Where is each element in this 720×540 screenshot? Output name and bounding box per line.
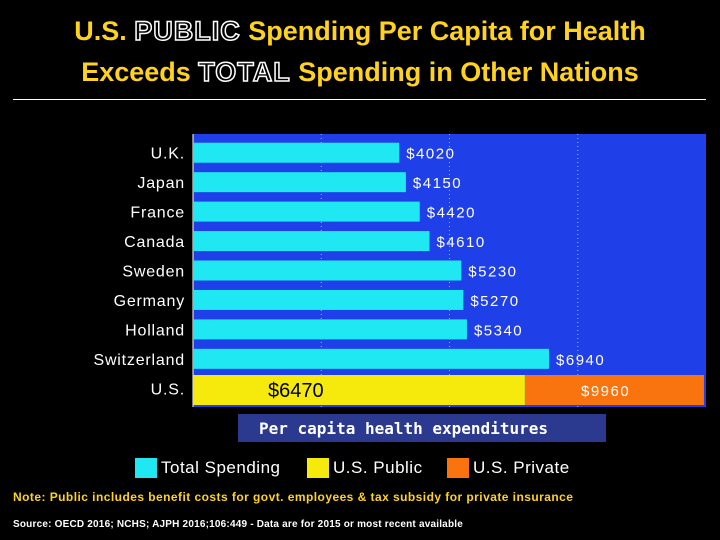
data-label-total-canada: $4610	[436, 234, 485, 251]
bar-public-u-s	[193, 375, 525, 405]
legend-label-private: U.S. Private	[473, 458, 570, 477]
legend-item-private: U.S. Private	[447, 458, 570, 478]
bar-private-u-s	[524, 375, 704, 405]
category-label-switzerland: Switzerland	[93, 352, 185, 369]
legend-swatch-total	[135, 458, 157, 478]
bar-total-germany	[193, 289, 464, 310]
x-axis-label: Per capita health expenditures	[259, 419, 548, 438]
x-axis-label-box	[238, 414, 606, 442]
category-label-japan: Japan	[137, 175, 185, 192]
legend-label-total: Total Spending	[161, 458, 281, 477]
title-emphasis-public: PUBLIC	[133, 15, 241, 47]
bar-total-japan	[193, 172, 406, 193]
title-line-1: U.S. PUBLIC Spending Per Capita for Heal…	[74, 15, 646, 47]
bar-total-canada	[193, 231, 430, 252]
data-label-total-sweden: $5230	[468, 264, 517, 281]
bar-total-sweden	[193, 260, 462, 281]
legend-item-public: U.S. Public	[307, 458, 423, 478]
data-label-total-switzerland: $6940	[556, 352, 605, 369]
data-label-public-u-s: $6470	[268, 380, 324, 402]
data-label-total-holland: $5340	[474, 322, 523, 339]
category-label-u-k: U.K.	[151, 146, 185, 163]
data-label-total-japan: $4150	[413, 175, 462, 192]
data-label-us-total: $9960	[581, 383, 630, 400]
bar-total-holland	[193, 319, 467, 340]
title-emphasis-total: TOTAL	[198, 56, 291, 88]
legend-swatch-private	[447, 458, 469, 478]
data-label-total-u-k: $4020	[406, 146, 455, 163]
category-label-france: France	[130, 205, 185, 222]
bar-total-france	[193, 201, 420, 222]
category-label-germany: Germany	[114, 293, 185, 310]
category-label-holland: Holland	[125, 322, 185, 339]
source-citation: Source: OECD 2016; NCHS; AJPH 2016;106:4…	[13, 519, 463, 530]
title-line-2: Exceeds TOTAL Spending in Other Nations	[81, 56, 639, 88]
title-divider	[13, 99, 706, 100]
bar-total-u-k	[193, 142, 400, 163]
category-label-sweden: Sweden	[122, 264, 185, 281]
data-label-total-germany: $5270	[470, 293, 519, 310]
category-label-u-s: U.S.	[151, 381, 185, 398]
category-label-canada: Canada	[124, 234, 185, 251]
data-label-total-france: $4420	[427, 205, 476, 222]
footnote: Note: Public includes benefit costs for …	[13, 490, 574, 504]
legend-swatch-public	[307, 458, 329, 478]
bar-total-switzerland	[193, 348, 550, 369]
legend-item-total: Total Spending	[135, 458, 280, 478]
legend-label-public: U.S. Public	[333, 458, 423, 477]
